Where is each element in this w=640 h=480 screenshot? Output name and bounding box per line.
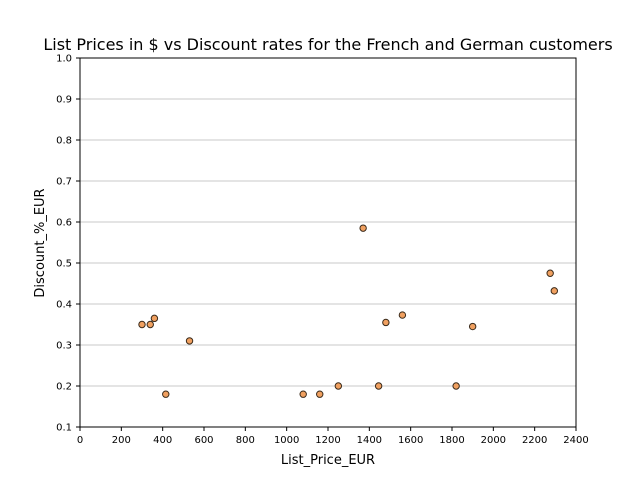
scatter-point (374, 382, 383, 390)
y-tick-label: 0.9 (56, 95, 72, 106)
y-tick-label: 0.7 (56, 177, 72, 188)
x-tick-label: 600 (194, 435, 213, 446)
y-tick-label: 0.5 (56, 259, 72, 270)
scatter-point (359, 224, 367, 232)
y-tick-label: 0.6 (56, 218, 72, 229)
scatter-point (185, 337, 194, 345)
scatter-point (334, 382, 343, 390)
x-tick-label: 800 (236, 435, 255, 446)
y-axis-ticks: 0.1 0.2 0.3 0.4 0.5 0.6 0.7 0.8 0.9 1.0 (56, 54, 80, 434)
y-tick-label: 1.0 (56, 54, 72, 65)
x-tick-label: 1800 (439, 435, 464, 446)
data-points (138, 224, 558, 398)
x-tick-label: 0 (77, 435, 83, 446)
x-axis-ticks: 0 200 400 600 800 1000 1200 1400 1600 1800 2000 220… (77, 427, 589, 446)
y-tick-label: 0.2 (56, 382, 72, 393)
y-tick-label: 0.3 (56, 341, 72, 352)
x-tick-label: 1600 (398, 435, 423, 446)
x-tick-label: 1400 (357, 435, 382, 446)
x-axis-label: List_Price_EUR (281, 453, 375, 468)
x-tick-label: 200 (112, 435, 131, 446)
scatter-point (146, 320, 154, 329)
x-tick-label: 400 (153, 435, 172, 446)
scatter-point (550, 287, 558, 295)
scatter-point (150, 314, 159, 323)
y-tick-label: 0.4 (56, 300, 72, 311)
scatter-point (299, 390, 307, 398)
x-tick-label: 2200 (522, 435, 547, 446)
scatter-point (316, 390, 324, 398)
y-axis-label: Discount_%_EUR (33, 188, 48, 297)
scatter-point (138, 320, 146, 329)
scatter-point (452, 382, 460, 390)
x-tick-label: 2400 (563, 435, 588, 446)
scatter-point (162, 390, 170, 398)
gridlines (80, 98, 576, 387)
y-tick-label: 0.8 (56, 136, 72, 147)
x-tick-label: 1200 (315, 435, 340, 446)
y-tick-label: 0.1 (56, 423, 72, 434)
scatter-point (398, 311, 407, 319)
scatter-point (546, 269, 554, 277)
x-tick-label: 2000 (481, 435, 506, 446)
scatter-point (382, 318, 390, 327)
x-tick-label: 1000 (274, 435, 299, 446)
chart-title: List Prices in $ vs Discount rates for t… (43, 35, 612, 54)
scatter-point (468, 322, 477, 331)
